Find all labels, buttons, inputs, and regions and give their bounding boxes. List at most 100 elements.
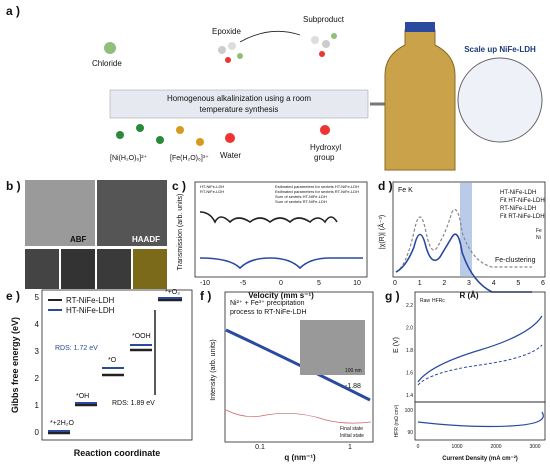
axes [224,291,374,443]
ldh-structure [457,57,543,143]
legend: Initial state [340,433,364,439]
chloride-atom [104,42,116,54]
state: *+O₂ [165,289,180,296]
y-tick-label: 1.4 [406,393,413,399]
legend: Estimated parameters for sextets RT-NiFe… [275,189,359,194]
label: Fe [536,228,542,234]
y-tick-label: 4 [35,320,40,329]
curve [417,315,543,383]
label: Hydroxyl [310,143,341,152]
annotation: RDS: 1.72 eV [55,345,98,352]
x-tick-label: 1 [418,280,422,287]
x-tick-label: 5 [516,280,520,287]
label: Water [220,151,241,160]
axis-label: R (Å) [459,291,478,300]
label: [Ni(H₂O)₆]²⁺ [110,155,148,162]
panel-label: g ) [385,289,400,303]
annotation: Ni²⁺ + Fe³⁺ precipitation [230,300,305,307]
label: Fe-clustering [495,257,536,264]
label: Fe K [398,187,413,194]
label: 100 nm [345,368,362,374]
legend: HT-NiFe-LDH [200,184,224,189]
annotation: RDS: 1.89 eV [112,400,155,407]
banner [109,89,369,119]
panel-label: e ) [6,289,20,303]
x-tick-label: 5 [317,280,321,287]
curve [225,328,371,402]
label: [Fe(H₂O)₆]³⁺ [170,155,209,162]
legend: HT-NiFe-LDH [66,306,115,315]
label: Subproduct [303,15,345,24]
curve [199,211,338,224]
panel-label: a ) [6,4,20,18]
x-tick-label: 3 [467,280,471,287]
bottle [384,29,456,171]
panel-label: d ) [378,179,393,193]
curve [199,257,363,270]
x-tick-label: 4 [492,280,496,287]
panel-label: b ) [6,179,21,193]
x-tick-label: -10 [200,280,210,287]
axis-label: |χ(R)| (Å⁻³) [377,215,386,249]
axis-label: Velocity (mm s⁻¹) [248,291,314,300]
x-tick-label: 1 [348,444,352,451]
axis-label: q (nm⁻¹) [284,453,316,462]
x-tick-label: -5 [240,280,246,287]
y-tick-label: 1.8 [406,348,413,354]
curve [417,411,544,428]
axes [392,181,546,278]
label: Chloride [92,59,122,68]
legend: Sum of sextets HT-NiFe-LDH [275,194,327,199]
axes [41,289,193,441]
x-tick-label: 6 [541,280,545,287]
y-tick-label: 5 [35,293,40,302]
axis-label: Transmission (arb. units) [177,194,184,271]
cap [405,22,435,32]
label: ABF [70,235,87,244]
y-tick-label: 1.6 [406,371,413,377]
levels [48,297,182,432]
y-tick-label: 0 [35,428,40,437]
legend: Sum of sextets RT-NiFe-LDH [275,199,327,204]
x-tick-label: 2000 [490,444,501,450]
axis-label: Current Density (mA cm⁻²) [442,455,518,462]
label: Epoxide [212,27,241,36]
x-tick-label: 2 [442,280,446,287]
panel-label: c ) [172,179,186,193]
legend: Fit RT-NiFe-LDH [500,214,545,220]
y-tick-label: 90 [407,430,413,436]
water [225,133,235,143]
legend: Final state [340,426,363,432]
curve [395,233,532,293]
axis-label: Reaction coordinate [74,448,161,458]
y-tick-label: 1 [35,401,40,410]
micrograph [25,249,59,289]
banner-text: Homogenous alkalinization using a room [167,94,311,103]
label: group [314,153,335,162]
x-tick-label: 1000 [451,444,462,450]
micrograph [97,249,131,289]
axes [194,181,368,278]
y-tick-label: 2.2 [406,303,413,309]
molecule [218,42,243,63]
axis-label: E (V) [393,337,400,353]
state: *OOH [132,333,151,340]
label: Ni [536,235,541,241]
legend: RT-NiFe-LDH [66,296,115,305]
y-tick-label: 3 [35,347,40,356]
legend: HFRc [432,298,445,304]
legend: Estimated parameters for sextets HT-NiFe… [275,184,359,189]
x-tick-label: 10 [353,280,361,287]
state: *OH [76,393,89,400]
curve [417,344,543,386]
micrograph [25,180,95,246]
state: *O [108,357,117,364]
x-tick-label: 0 [393,280,397,287]
axis-label: Intensity (arb. units) [210,339,217,400]
y-tick-label: 100 [405,408,414,414]
legend: RT-NiFe-LDH [200,189,224,194]
annotation: -1.88 [345,383,361,390]
molecule [311,33,337,57]
